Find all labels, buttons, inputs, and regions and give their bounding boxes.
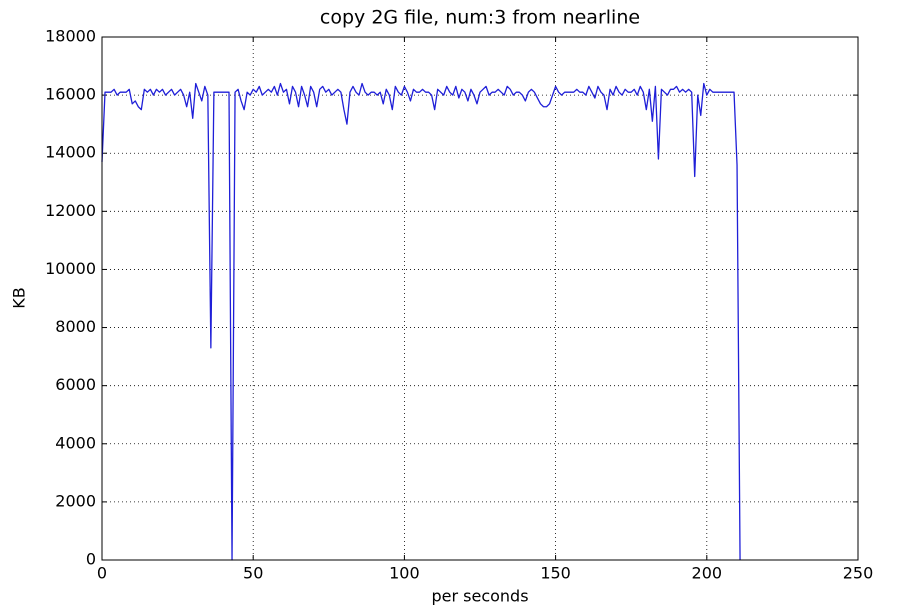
chart-title: copy 2G file, num:3 from nearline: [320, 7, 640, 29]
x-tick-label: 200: [692, 564, 723, 583]
y-tick-label: 12000: [45, 201, 96, 220]
x-tick-label: 50: [243, 564, 263, 583]
y-tick-label: 16000: [45, 85, 96, 104]
y-tick-label: 8000: [55, 317, 96, 336]
y-tick-label: 6000: [55, 375, 96, 394]
x-tick-label: 100: [389, 564, 420, 583]
x-tick-label: 150: [540, 564, 571, 583]
data-line: [101, 82, 741, 561]
y-tick-label: 14000: [45, 143, 96, 162]
y-tick-label: 2000: [55, 491, 96, 510]
x-tick-label: 0: [97, 564, 107, 583]
x-tick-label: 250: [843, 564, 874, 583]
x-axis-label: per seconds: [431, 587, 528, 606]
y-tick-label: 0: [86, 550, 96, 569]
y-tick-label: 18000: [45, 27, 96, 46]
plot-frame: [101, 36, 859, 561]
plot-area: 0200040006000800010000120001400016000180…: [45, 27, 873, 583]
y-tick-label: 4000: [55, 433, 96, 452]
y-tick-label: 10000: [45, 259, 96, 278]
y-axis-label: KB: [10, 287, 29, 308]
